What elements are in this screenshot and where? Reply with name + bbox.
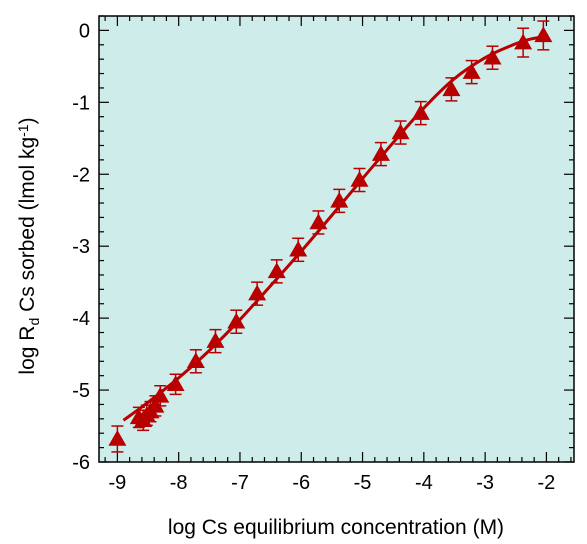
x-tick-label: -9 [108,472,126,494]
data-point [289,240,308,257]
y-axis-title-end: ) [16,117,39,124]
data-point [227,312,246,329]
data-point [350,171,369,187]
data-point [309,213,328,230]
x-axis-title: log Cs equilibrium concentration (M) [168,516,504,539]
y-tick-label: -3 [72,236,90,258]
data-point [391,123,410,140]
data-point [248,284,267,301]
y-tick-label: -6 [72,452,90,474]
data-point [267,262,286,279]
y-axis-title: log Rd Cs sorbed (lmol kg-1) [15,117,42,374]
y-axis-title-rest: Cs sorbed (lmol kg [16,137,39,318]
data-point [146,396,165,413]
data-point [371,145,390,161]
data-point [206,332,225,348]
data-point [483,48,502,65]
axis-ticks [99,15,574,463]
x-tick-label: -8 [170,472,188,494]
tick-labels: -9 -8 -7 -6 -5 -4 -3 -2 0 -1 -2 -3 -4 -5 -6 [72,20,555,494]
y-tick-label: -2 [72,164,90,186]
y-axis-title-subscript: d [26,318,42,326]
data-markers [108,26,553,446]
x-tick-label: -4 [415,472,433,494]
x-tick-label: -7 [231,472,249,494]
data-point [462,63,481,79]
data-point [186,352,205,369]
data-point [442,80,461,97]
data-point [330,191,349,208]
data-point [534,26,553,43]
data-point [514,33,533,50]
x-tick-label: -3 [476,472,494,494]
x-tick-label: -6 [292,472,310,494]
y-axis-title-superscript: -1 [15,124,31,137]
data-point [411,104,430,120]
plot-frame [98,15,575,463]
data-point [151,386,170,403]
x-tick-label: -5 [354,472,372,494]
y-tick-label: -4 [72,308,90,330]
data-point [166,375,185,392]
y-tick-label: 0 [79,20,90,42]
y-axis-title-main: log R [16,326,39,375]
x-tick-label: -2 [538,472,556,494]
y-tick-label: -1 [72,92,90,114]
y-tick-label: -5 [72,380,90,402]
data-point [108,429,127,446]
